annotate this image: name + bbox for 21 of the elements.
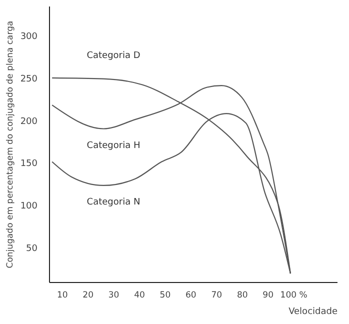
x-tick-label: 20: [82, 290, 94, 300]
x-tick-label: 10: [56, 290, 68, 300]
y-tick-label: 250: [20, 74, 38, 84]
y-tick-label: 200: [20, 116, 38, 127]
x-tick-label: 90: [262, 290, 274, 300]
series-label: Categoria D: [86, 50, 140, 61]
x-tick-label: 50: [160, 290, 171, 300]
series-label: Categoria H: [86, 140, 140, 151]
series-label: Categoria N: [86, 197, 140, 208]
x-tick-label: 100 %: [280, 290, 308, 300]
x-tick-label: 70: [211, 290, 222, 300]
x-tick-label: 40: [134, 290, 145, 300]
y-tick-label: 300: [20, 32, 38, 42]
x-tick-label: 80: [236, 290, 248, 300]
y-tick-label: 150: [20, 159, 38, 170]
y-axis-title: Conjugado em percentagem do conjugado de plena carga: [5, 20, 16, 268]
x-tick-label: 30: [108, 290, 120, 300]
x-tick-label: 60: [186, 290, 196, 300]
y-tick-label: 100: [20, 201, 38, 212]
y-tick-label: 50: [26, 244, 38, 254]
x-axis-title: Velocidade: [288, 307, 338, 317]
